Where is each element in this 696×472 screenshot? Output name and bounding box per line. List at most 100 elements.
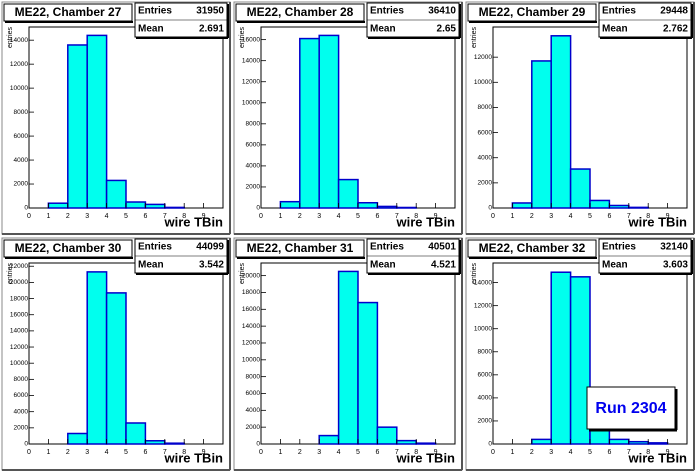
bar [647, 442, 669, 445]
y-axis-label: entries [7, 263, 14, 285]
y-tick-label: 14000 [10, 37, 28, 44]
x-tick-label: 0 [259, 213, 263, 220]
y-tick-label: 2000 [478, 180, 493, 187]
x-tick-label: 3 [549, 213, 553, 220]
y-tick-label: 2000 [478, 418, 493, 425]
bar [164, 442, 185, 445]
x-axis-label: wire TBin [395, 214, 455, 229]
x-tick-label: 7 [627, 449, 631, 456]
x-tick-label: 9 [202, 213, 206, 220]
bar [628, 440, 649, 445]
y-tick-label: 10000 [242, 99, 260, 106]
bar [608, 438, 630, 445]
y-tick-label: 8000 [478, 348, 493, 355]
stats-label: Entries [138, 242, 172, 253]
frame [28, 26, 224, 209]
bar [125, 422, 147, 445]
bar [357, 201, 379, 209]
x-tick-label: 3 [85, 213, 89, 220]
x-tick-label: 6 [607, 213, 611, 220]
y-axis-label: entries [471, 27, 478, 49]
y-tick-label: 2000 [246, 424, 261, 431]
bar [550, 35, 572, 209]
stats-label: Entries [370, 242, 404, 253]
bar [125, 201, 147, 209]
x-tick-label: 2 [66, 213, 70, 220]
x-tick-label: 9 [202, 449, 206, 456]
y-tick-label: 6000 [14, 133, 29, 140]
stats-label: Mean [138, 24, 164, 35]
x-tick-label: 0 [259, 449, 263, 456]
bar [47, 202, 69, 209]
x-tick-label: 6 [143, 449, 147, 456]
x-tick-label: 1 [46, 449, 50, 456]
stats-value: 2.762 [663, 24, 688, 35]
y-tick-label: 6000 [14, 392, 29, 399]
x-tick-label: 4 [337, 213, 341, 220]
y-tick-label: 20000 [10, 279, 28, 286]
y-tick-label: 0 [24, 441, 28, 448]
stats-value: 36410 [428, 6, 456, 17]
bar [531, 438, 552, 445]
y-tick-label: 10000 [10, 360, 28, 367]
x-axis-label: wire TBin [627, 450, 687, 465]
bar [608, 204, 630, 209]
x-tick-label: 1 [278, 213, 282, 220]
x-tick-label: 5 [588, 213, 592, 220]
x-tick-label: 6 [143, 213, 147, 220]
y-tick-label: 0 [256, 441, 260, 448]
y-tick-label: 4000 [14, 157, 29, 164]
y-tick-label: 2000 [14, 181, 29, 188]
bar [550, 271, 572, 445]
y-axis-label: entries [7, 27, 14, 49]
y-axis-label: entries [239, 263, 246, 285]
y-tick-label: 6000 [246, 142, 261, 149]
x-tick-label: 0 [491, 213, 495, 220]
x-tick-label: 7 [163, 449, 167, 456]
y-tick-label: 4000 [478, 154, 493, 161]
x-tick-label: 4 [105, 449, 109, 456]
x-tick-label: 3 [317, 449, 321, 456]
stats-value: 2.691 [199, 24, 224, 35]
y-tick-label: 22000 [10, 263, 28, 270]
x-tick-label: 9 [666, 213, 670, 220]
y-tick-label: 0 [24, 205, 28, 212]
y-tick-label: 10000 [10, 85, 28, 92]
x-tick-label: 7 [163, 213, 167, 220]
x-tick-label: 5 [124, 213, 128, 220]
x-tick-label: 8 [414, 449, 418, 456]
x-tick-label: 4 [569, 449, 573, 456]
x-tick-label: 3 [317, 213, 321, 220]
y-tick-label: 12000 [242, 340, 260, 347]
y-tick-label: 12000 [474, 302, 492, 309]
y-tick-label: 8000 [478, 104, 493, 111]
stats-value: 4.521 [431, 260, 456, 271]
chart-title: ME22, Chamber 32 [479, 241, 586, 255]
stats-label: Entries [370, 6, 404, 17]
y-tick-label: 0 [488, 441, 492, 448]
y-tick-label: 6000 [478, 372, 493, 379]
bar [569, 276, 591, 445]
stats-value: 32140 [660, 242, 688, 253]
x-tick-label: 8 [182, 449, 186, 456]
x-tick-label: 3 [85, 449, 89, 456]
bar [318, 434, 340, 445]
x-axis-label: wire TBin [627, 214, 687, 229]
bar [511, 202, 533, 209]
stats-label: Entries [138, 6, 172, 17]
x-axis-label: wire TBin [163, 450, 223, 465]
bar [628, 206, 649, 209]
y-tick-label: 4000 [246, 407, 261, 414]
y-tick-label: 0 [256, 205, 260, 212]
y-tick-label: 20000 [242, 272, 260, 279]
y-tick-label: 0 [488, 205, 492, 212]
y-tick-label: 12000 [242, 78, 260, 85]
y-tick-label: 6000 [246, 390, 261, 397]
y-tick-label: 12000 [10, 344, 28, 351]
stats-label: Mean [602, 260, 628, 271]
y-tick-label: 12000 [10, 61, 28, 68]
y-tick-label: 16000 [242, 306, 260, 313]
stats-label: Entries [602, 242, 636, 253]
stats-value: 29448 [660, 6, 688, 17]
y-tick-label: 10000 [474, 79, 492, 86]
